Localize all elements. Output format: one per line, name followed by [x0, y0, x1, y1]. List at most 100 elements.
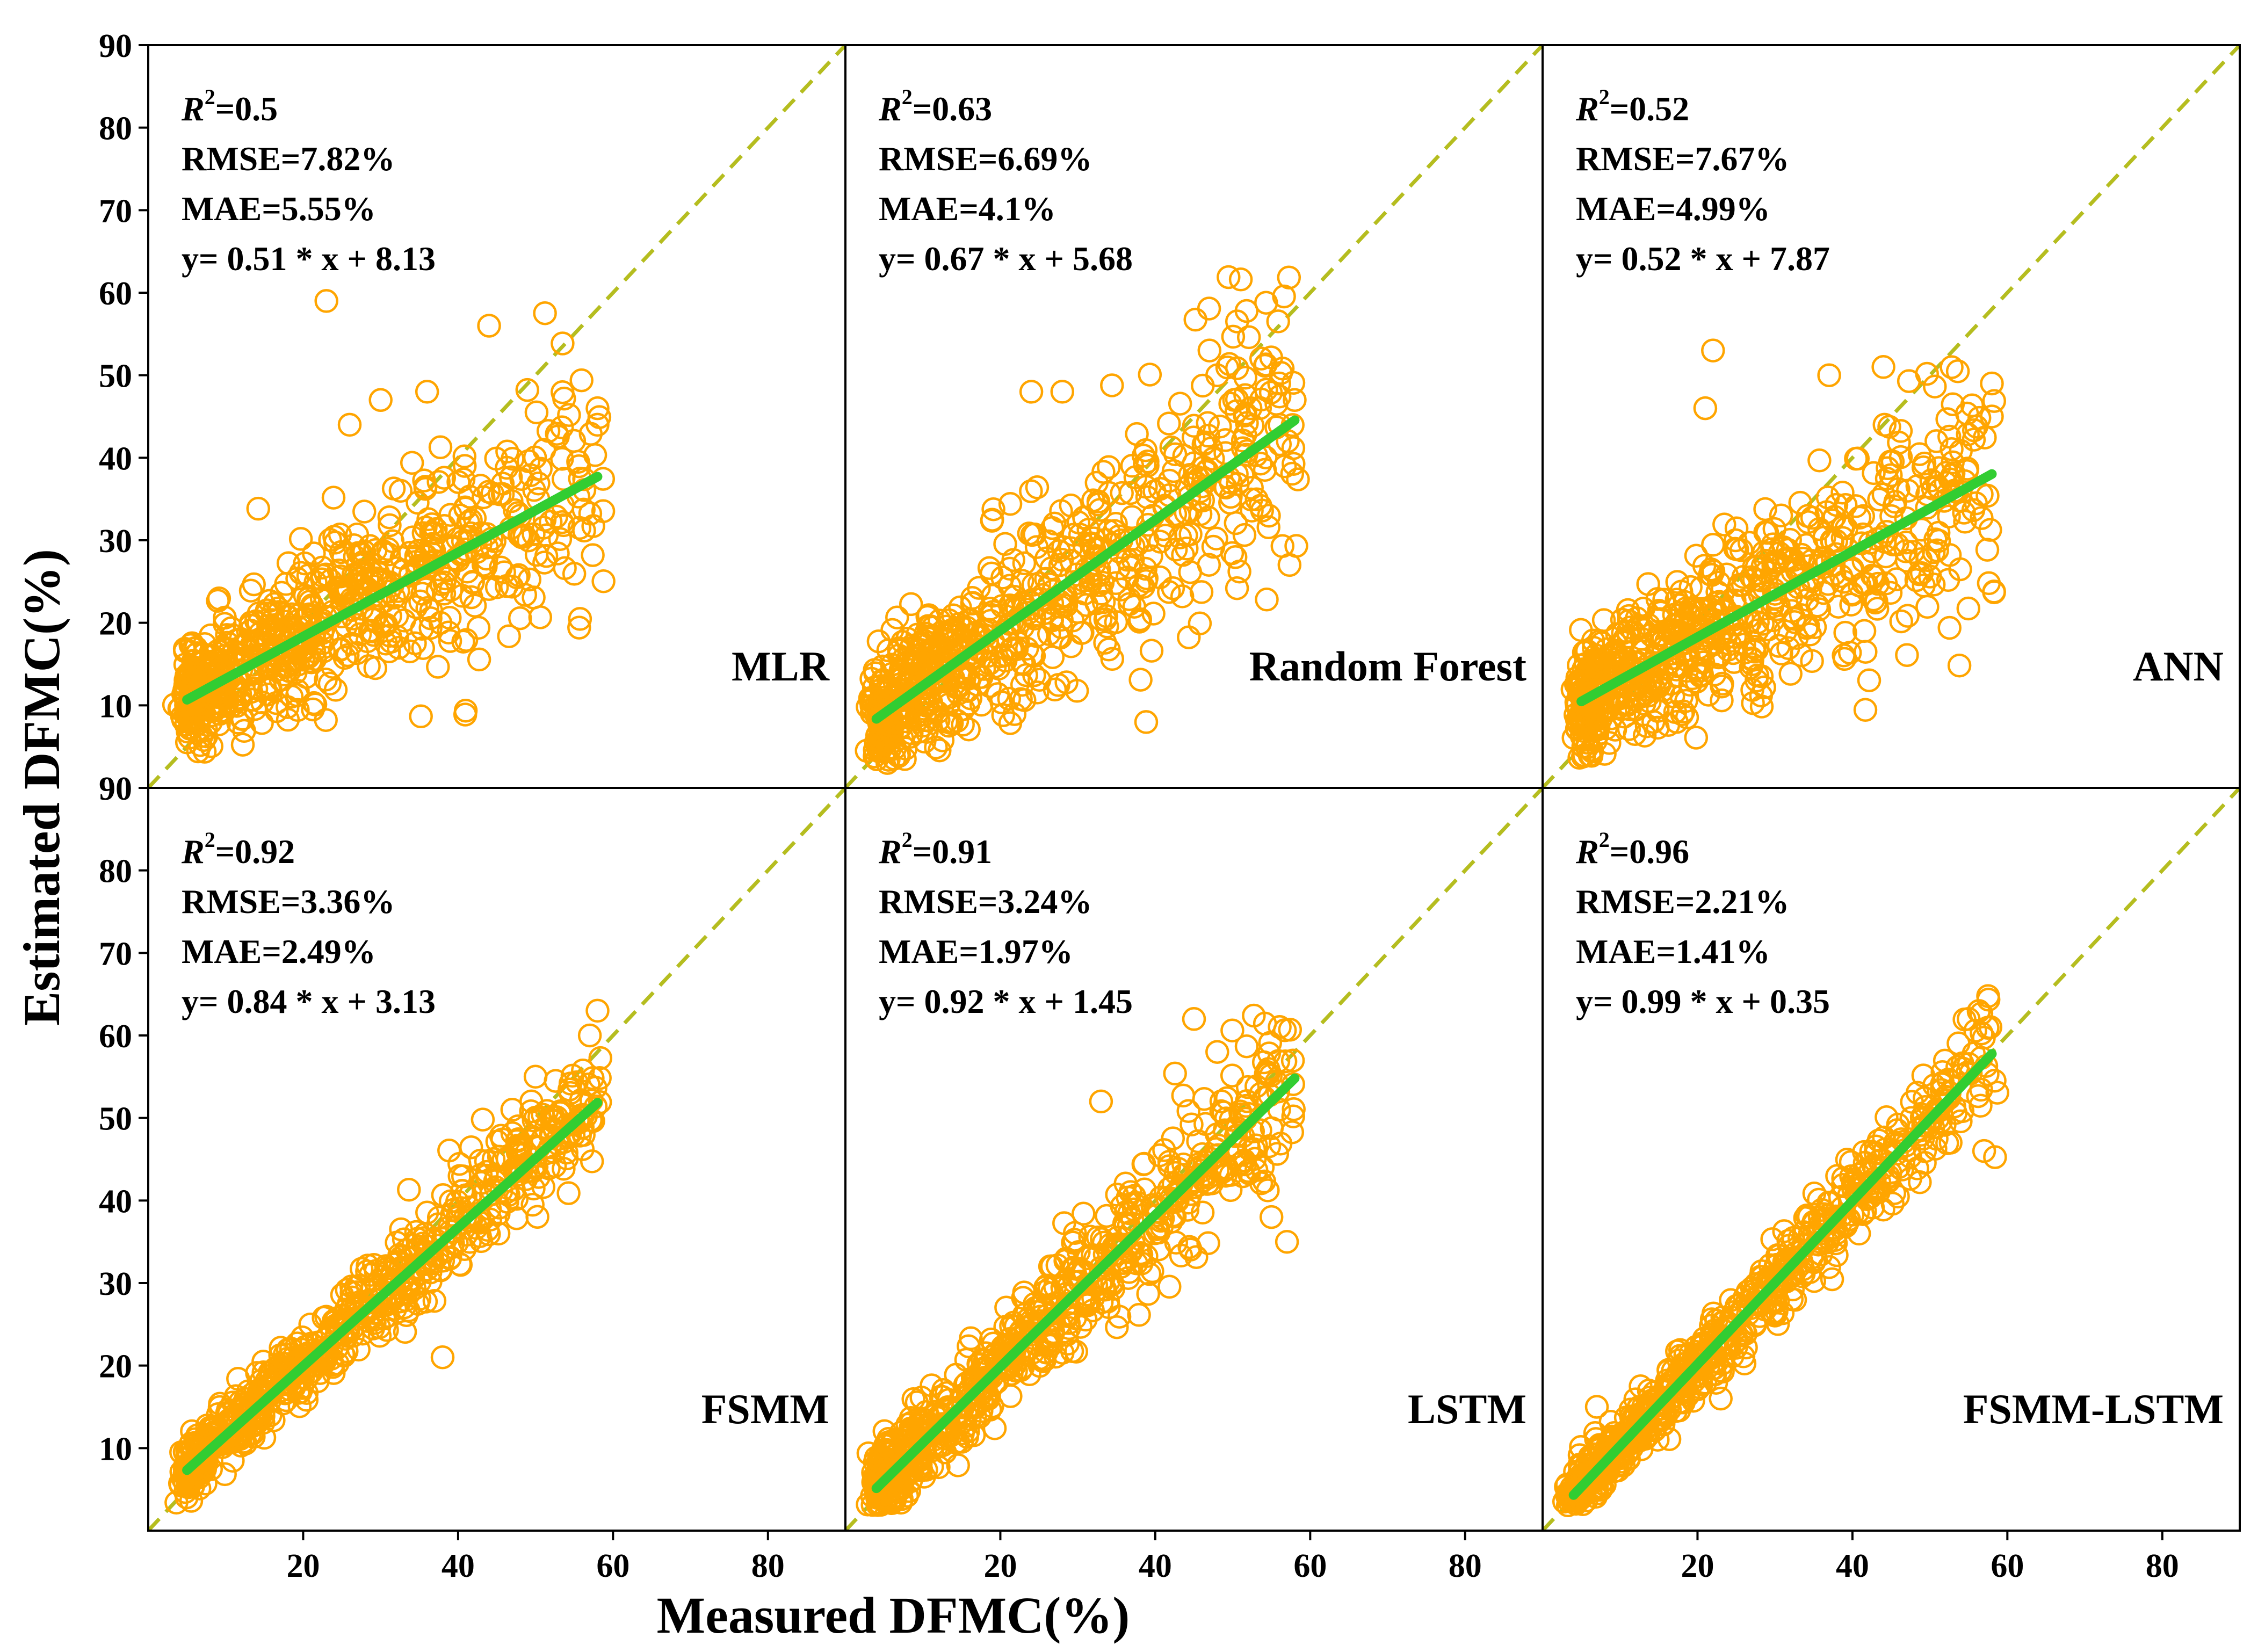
data-point [557, 403, 581, 427]
y-tick-label: 50 [99, 1101, 132, 1137]
data-point [1956, 1007, 1981, 1031]
data-point [453, 454, 477, 478]
data-point [252, 1425, 277, 1450]
data-point [1782, 610, 1807, 634]
data-point [862, 676, 886, 700]
data-point [1927, 456, 1951, 480]
data-point [1252, 1169, 1277, 1194]
data-point [1566, 672, 1590, 697]
data-point [328, 637, 352, 662]
data-point [1561, 726, 1586, 750]
data-point [1865, 597, 1890, 621]
data-point [1572, 728, 1596, 752]
rmse-label: RMSE=3.24% [879, 882, 1092, 921]
data-point [387, 635, 411, 660]
y-tick-label: 60 [99, 1018, 132, 1055]
data-point [404, 544, 429, 568]
data-point [1259, 345, 1283, 369]
y-axis-title: Estimated DFMC(%) [13, 549, 70, 1026]
data-point [1176, 1099, 1200, 1124]
data-point [979, 561, 1004, 586]
data-point [1955, 401, 1979, 426]
r2-label: R2=0.91 [878, 828, 992, 871]
data-point [1235, 1075, 1260, 1099]
data-point [477, 577, 501, 602]
mae-label: MAE=4.99% [1576, 190, 1770, 228]
data-point [414, 577, 438, 602]
data-point [899, 592, 923, 617]
data-point [259, 619, 284, 643]
data-point [242, 572, 266, 597]
data-point [279, 684, 304, 709]
data-point [1043, 1274, 1067, 1299]
data-point [533, 301, 557, 325]
data-point [200, 1416, 224, 1440]
data-point [337, 1292, 361, 1316]
data-point [486, 1221, 511, 1246]
data-point [544, 504, 568, 529]
data-point [1106, 556, 1131, 581]
data-point [415, 596, 439, 620]
data-point [378, 513, 402, 538]
data-point [959, 1326, 983, 1351]
data-point [1815, 485, 1840, 510]
data-point [1128, 668, 1153, 692]
data-point [426, 655, 450, 679]
data-point [1952, 501, 1976, 525]
data-point [1574, 1488, 1598, 1513]
data-point [1669, 684, 1694, 708]
data-point [392, 1227, 416, 1251]
rmse-label: RMSE=7.67% [1576, 140, 1789, 178]
x-tick-label: 60 [1991, 1548, 2024, 1584]
data-point [1072, 533, 1097, 557]
data-point [1267, 384, 1292, 409]
data-point [1883, 490, 1908, 514]
data-point [1223, 545, 1248, 569]
data-point [1074, 1307, 1098, 1332]
y-tick-label: 20 [99, 1349, 132, 1385]
data-point [1011, 1286, 1035, 1310]
data-point [303, 570, 328, 595]
data-point [1985, 1081, 2009, 1105]
data-point [946, 1453, 970, 1477]
data-point [337, 412, 362, 437]
data-point [1214, 475, 1238, 500]
data-point [909, 1385, 934, 1410]
data-point [1648, 669, 1673, 693]
data-point [554, 1140, 579, 1165]
data-point [297, 602, 322, 627]
data-point [1113, 1171, 1138, 1195]
data-point [1703, 1362, 1727, 1387]
data-point [1851, 571, 1876, 596]
data-point [1854, 640, 1878, 664]
fit-line [182, 472, 603, 705]
data-point [1674, 607, 1698, 632]
data-point [349, 541, 373, 566]
data-point [1752, 675, 1776, 700]
data-point [916, 639, 941, 663]
data-point [1724, 1336, 1748, 1360]
data-point [1830, 480, 1855, 505]
data-point [1641, 709, 1666, 734]
data-point [1924, 429, 1949, 453]
data-point [997, 556, 1022, 581]
data-point [1796, 510, 1820, 534]
data-point [1244, 1133, 1268, 1157]
data-point [335, 1278, 359, 1302]
fit-line [1576, 469, 1997, 707]
data-point [1844, 446, 1868, 471]
data-point [1923, 1136, 1948, 1161]
data-point [1196, 1231, 1220, 1255]
data-point [1719, 1288, 1743, 1313]
data-point [457, 484, 482, 509]
data-point [1277, 553, 1302, 577]
data-point [1919, 1106, 1944, 1131]
fit-line [182, 1098, 603, 1475]
x-tick-label: 20 [1681, 1548, 1714, 1584]
plot-content [1543, 45, 2240, 788]
data-point [969, 1375, 993, 1400]
data-point [1157, 411, 1181, 436]
data-point [1866, 571, 1890, 596]
data-point [911, 697, 936, 721]
panel-lstm: R2=0.91 RMSE=3.24% MAE=1.97% y= 0.92 * x + … [844, 787, 1544, 1532]
